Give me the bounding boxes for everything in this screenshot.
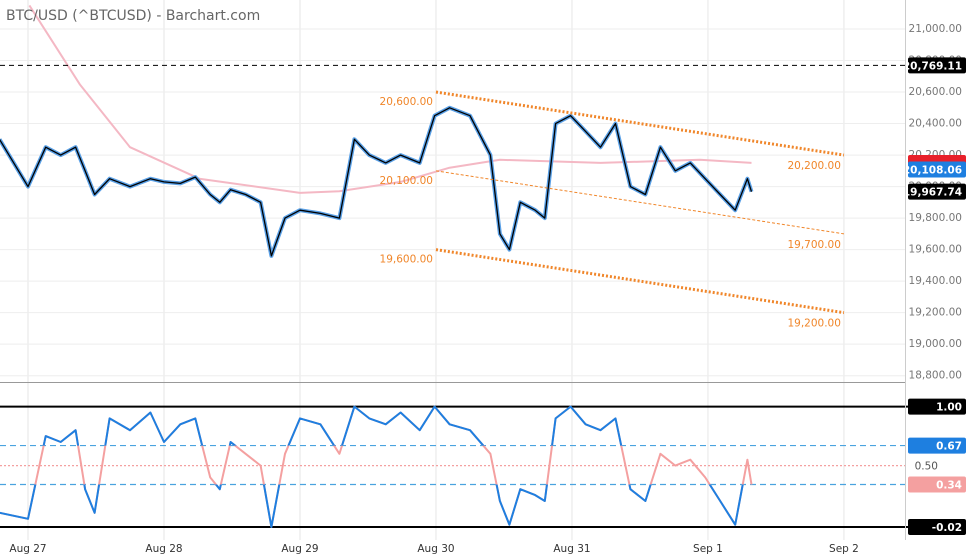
channel-label: 19,700.00 [787,239,840,251]
level-label: 0.50 [915,461,938,473]
channel-label: 19,600.00 [380,254,433,266]
level-label: -0.02 [932,522,962,534]
chart-title: BTC/USD (^BTCUSD) - Barchart.com [6,8,260,24]
main-plot [0,4,754,258]
price-marker-label: 20,108.06 [903,165,962,177]
series-line [28,4,752,194]
x-tick-label: Aug 28 [145,543,182,555]
price-marker [908,161,966,178]
level-box [908,398,966,415]
level-label: 0.34 [936,480,962,492]
channel-label: 20,600.00 [380,96,433,108]
price-outline [0,105,754,258]
reference-label: 20,769.11 [903,60,962,72]
y-tick-label: 20,600.00 [909,86,962,98]
channel-line [435,90,845,157]
x-tick-label: Aug 30 [417,543,454,555]
level-box [908,437,966,454]
y-tick-label: 20,400.00 [909,118,962,130]
level-box [908,476,966,493]
y-tick-label: 19,600.00 [909,244,962,256]
x-tick-label: Aug 27 [9,543,46,555]
price-marker-label: 19,967.74 [903,187,962,199]
series-line [0,405,753,528]
y-tick-label: 18,800.00 [909,370,962,382]
channel-label: 20,100.00 [380,175,433,187]
oscillator-extreme [42,405,623,446]
x-tick-label: Sep 2 [829,543,859,555]
channel-label: 19,200.00 [787,318,840,330]
channel-label: 20,200.00 [787,160,840,172]
y-tick-label: 21,000.00 [909,23,962,35]
oscillator-plot [0,405,753,528]
y-tick-label: 19,800.00 [909,212,962,224]
series-line [0,107,753,257]
level-label: 0.67 [936,441,962,453]
price-marker [908,183,966,200]
y-tick-label: 19,200.00 [909,307,962,319]
x-tick-label: Aug 29 [281,543,318,555]
level-box [908,519,966,536]
channel-line [435,248,845,315]
channel-line [435,170,845,235]
oscillator-extreme [0,484,752,528]
reference-box [908,57,966,74]
level-label: 1.00 [936,402,962,414]
y-tick-label: 19,000.00 [909,338,962,350]
x-tick-label: Sep 1 [693,543,723,555]
y-tick-label: 19,400.00 [909,275,962,287]
x-tick-label: Aug 31 [553,543,590,555]
